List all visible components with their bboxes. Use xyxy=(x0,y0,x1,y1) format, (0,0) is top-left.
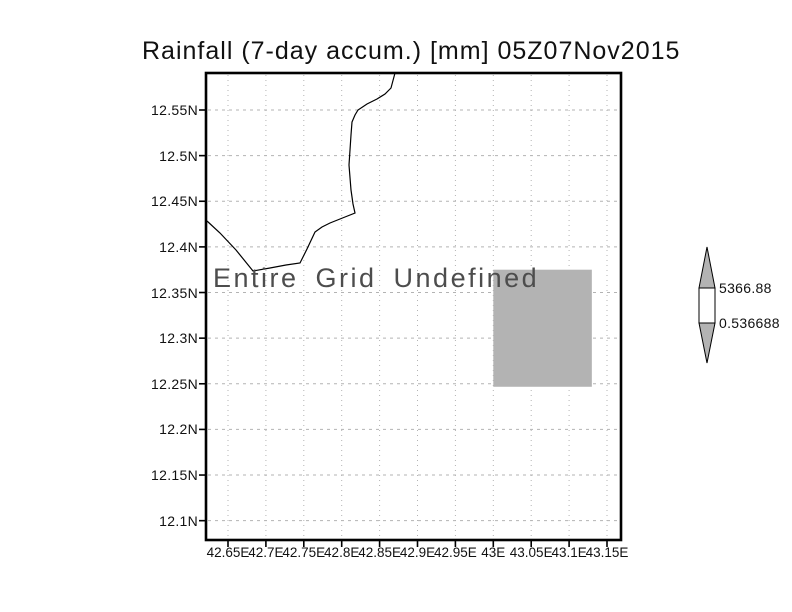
colorbar-upper-arrow xyxy=(698,246,716,289)
shaded-grid-cell xyxy=(493,269,592,387)
y-tick-label: 12.3N xyxy=(159,330,198,347)
x-tick-label: 43E xyxy=(481,545,506,560)
colorbar-lower-arrow xyxy=(698,322,716,364)
colorbar-min-label: 0.536688 xyxy=(719,315,780,331)
x-tick-label: 42.65E xyxy=(206,545,250,560)
y-tick-label: 12.2N xyxy=(159,421,198,438)
undefined-grid-annotation: Entire Grid Undefined xyxy=(213,263,540,293)
gridlines-layer xyxy=(208,75,619,538)
x-tick-label: 42.95E xyxy=(433,545,477,560)
x-tick-label: 43.15E xyxy=(585,545,629,560)
y-tick-label: 12.35N xyxy=(151,284,198,301)
x-tick-label: 42.85E xyxy=(358,545,401,560)
ticks-layer xyxy=(199,109,608,547)
x-tick-label: 42.7E xyxy=(248,545,284,560)
x-tick-label: 42.75E xyxy=(282,545,326,560)
y-tick-label: 12.4N xyxy=(159,238,198,255)
colorbar-max-label: 5366.88 xyxy=(719,280,772,296)
y-tick-label: 12.25N xyxy=(151,375,198,392)
y-tick-label: 12.5N xyxy=(159,147,198,164)
plot-title: Rainfall (7-day accum.) [mm] 05Z07Nov201… xyxy=(142,37,681,65)
y-tick-label: 12.55N xyxy=(151,102,198,118)
y-tick-label: 12.1N xyxy=(159,512,198,529)
plot-frame xyxy=(204,71,623,542)
colorbar-bar xyxy=(698,287,716,324)
x-tick-label: 43.1E xyxy=(551,545,587,560)
colorbar xyxy=(698,246,716,364)
x-tick-label: 42.9E xyxy=(399,545,436,560)
x-tick-label: 42.8E xyxy=(324,545,360,560)
y-tick-label: 12.15N xyxy=(151,467,198,484)
coastline xyxy=(206,72,396,272)
x-tick-label: 43.05E xyxy=(509,545,553,560)
y-tick-label: 12.45N xyxy=(151,193,198,210)
